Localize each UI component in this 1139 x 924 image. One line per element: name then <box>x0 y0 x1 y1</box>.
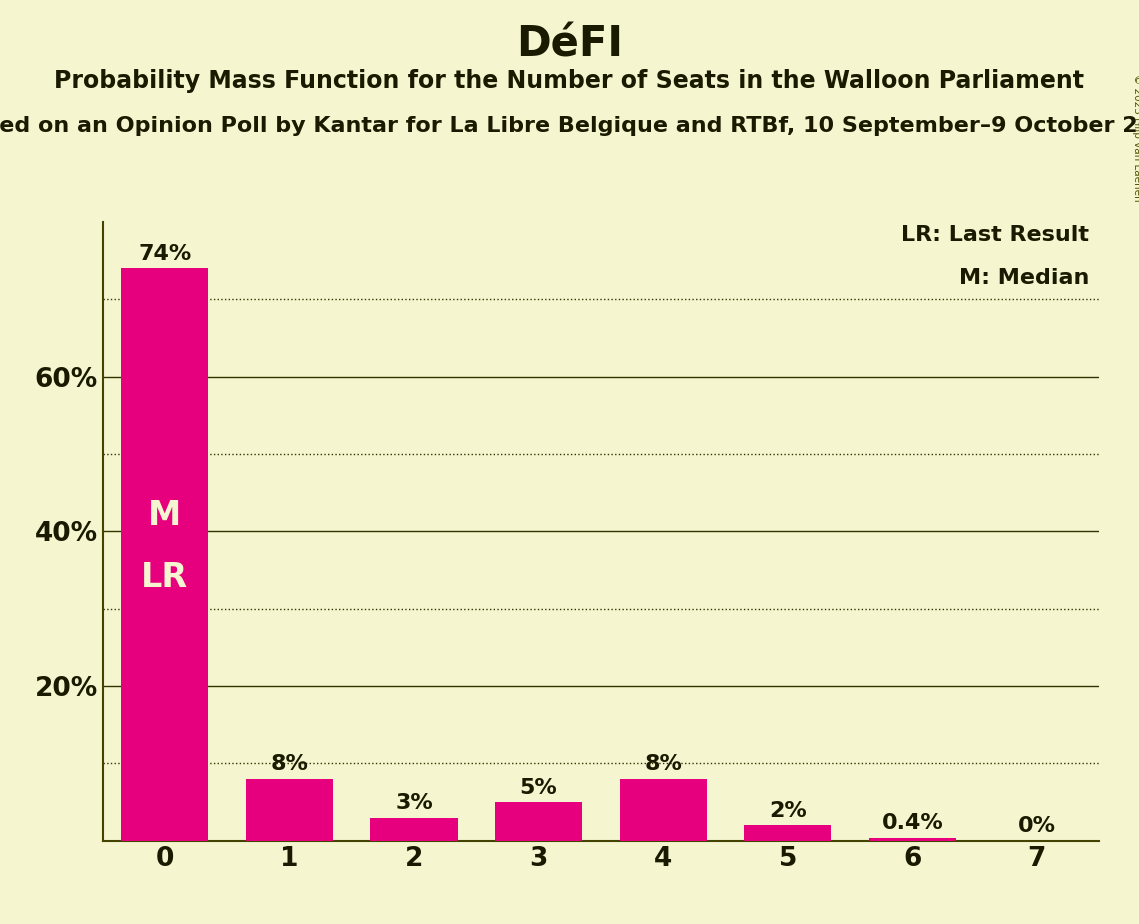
Text: 8%: 8% <box>645 754 682 774</box>
Text: M: M <box>148 499 181 532</box>
Bar <box>869 838 956 841</box>
Bar <box>744 825 831 841</box>
Text: 8%: 8% <box>270 754 309 774</box>
Text: M: Median: M: Median <box>959 268 1089 288</box>
Text: Based on an Opinion Poll by Kantar for La Libre Belgique and RTBf, 10 September–: Based on an Opinion Poll by Kantar for L… <box>0 116 1139 136</box>
Text: DéFI: DéFI <box>516 23 623 65</box>
Bar <box>495 802 582 841</box>
Text: 0.4%: 0.4% <box>882 813 943 833</box>
Text: 5%: 5% <box>519 777 557 797</box>
Bar <box>121 268 208 841</box>
Text: Probability Mass Function for the Number of Seats in the Walloon Parliament: Probability Mass Function for the Number… <box>55 69 1084 93</box>
Text: 74%: 74% <box>138 244 191 263</box>
Text: LR: LR <box>141 561 188 594</box>
Bar <box>370 818 458 841</box>
Text: LR: Last Result: LR: Last Result <box>901 225 1089 245</box>
Bar <box>246 779 333 841</box>
Bar <box>620 779 706 841</box>
Text: 2%: 2% <box>769 801 806 821</box>
Text: 0%: 0% <box>1018 816 1056 836</box>
Text: 3%: 3% <box>395 793 433 813</box>
Text: © 2023 Filip van Laenen: © 2023 Filip van Laenen <box>1132 74 1139 201</box>
